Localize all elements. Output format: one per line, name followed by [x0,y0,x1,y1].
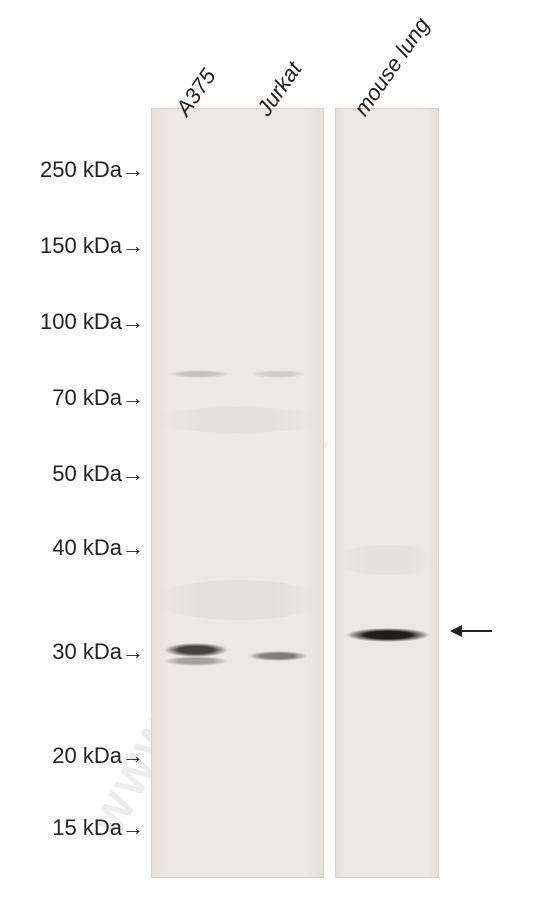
lane-label-mouse-lung: mouse lung [349,13,436,121]
noise-band [337,545,437,575]
arrow-shaft [462,630,492,632]
marker-250: 250 kDa→ [24,157,144,183]
noise-band [153,580,323,620]
band-A375 [168,370,230,378]
blot-figure: WWW.PTGLAB.COM A375 Jurkat mouse lung 25… [0,0,560,903]
marker-150: 150 kDa→ [24,233,144,259]
marker-50: 50 kDa→ [24,461,144,487]
marker-40: 40 kDa→ [24,535,144,561]
marker-100: 100 kDa→ [24,309,144,335]
band-mouse_lung [346,628,430,642]
blot-strip-2 [335,108,439,878]
noise-band [153,407,323,433]
band-A375 [164,656,228,666]
target-band-arrow [450,625,492,637]
blot-strip-1 [151,108,324,878]
marker-70: 70 kDa→ [24,385,144,411]
band-Jurkat [248,651,308,661]
marker-15: 15 kDa→ [24,815,144,841]
arrow-head-icon [450,625,462,637]
band-A375 [164,643,228,657]
marker-30: 30 kDa→ [24,639,144,665]
marker-20: 20 kDa→ [24,743,144,769]
band-Jurkat [251,370,307,378]
